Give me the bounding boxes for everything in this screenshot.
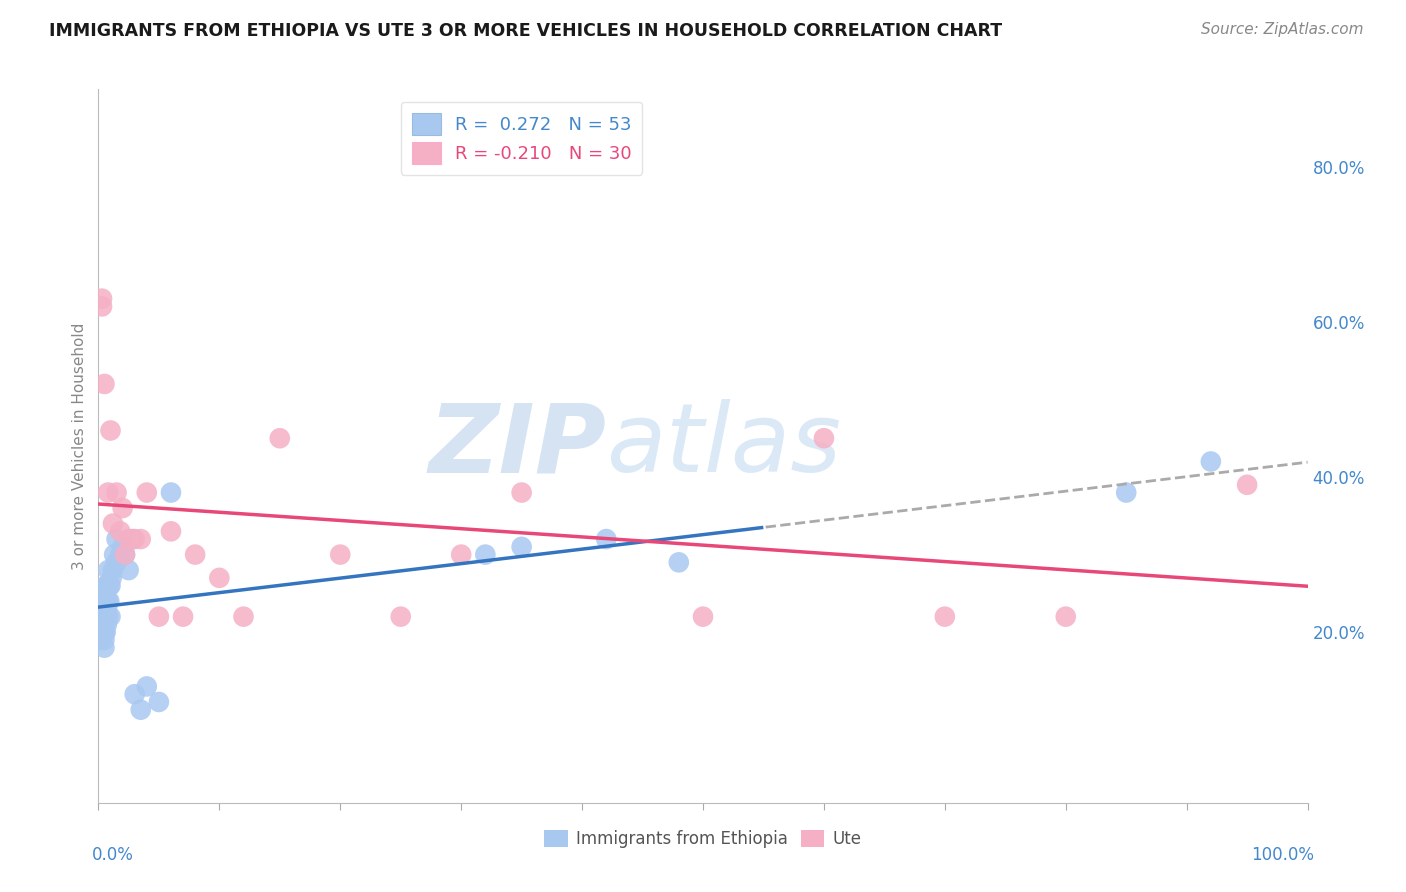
- Point: [105, 555, 128, 569]
- Point: [329, 548, 352, 562]
- Point: [91, 625, 114, 640]
- Point: [97, 609, 120, 624]
- Point: [91, 625, 114, 640]
- Point: [98, 594, 121, 608]
- Point: [148, 609, 170, 624]
- Point: [91, 602, 114, 616]
- Point: [184, 548, 207, 562]
- Point: [100, 579, 122, 593]
- Point: [160, 485, 183, 500]
- Point: [135, 680, 157, 694]
- Point: [124, 687, 146, 701]
- Point: [94, 594, 117, 608]
- Point: [108, 548, 131, 562]
- Point: [93, 625, 115, 640]
- Point: [129, 703, 152, 717]
- Point: [1054, 609, 1077, 624]
- Point: [97, 485, 120, 500]
- Point: [118, 563, 141, 577]
- Text: 100.0%: 100.0%: [1250, 846, 1313, 863]
- Point: [160, 524, 183, 539]
- Point: [97, 594, 120, 608]
- Point: [389, 609, 412, 624]
- Point: [100, 609, 122, 624]
- Point: [114, 548, 136, 562]
- Point: [105, 532, 128, 546]
- Point: [934, 609, 956, 624]
- Point: [118, 532, 141, 546]
- Point: [450, 548, 472, 562]
- Point: [108, 524, 131, 539]
- Point: [103, 548, 125, 562]
- Point: [105, 485, 128, 500]
- Point: [111, 540, 134, 554]
- Point: [90, 609, 112, 624]
- Point: [98, 579, 121, 593]
- Point: [91, 617, 114, 632]
- Y-axis label: 3 or more Vehicles in Household: 3 or more Vehicles in Household: [72, 322, 87, 570]
- Point: [208, 571, 231, 585]
- Point: [148, 695, 170, 709]
- Point: [510, 485, 533, 500]
- Point: [90, 594, 112, 608]
- Point: [813, 431, 835, 445]
- Point: [129, 532, 152, 546]
- Point: [100, 424, 122, 438]
- Point: [172, 609, 194, 624]
- Point: [93, 376, 115, 391]
- Point: [93, 632, 115, 647]
- Point: [89, 617, 111, 632]
- Text: atlas: atlas: [606, 400, 841, 492]
- Point: [1115, 485, 1137, 500]
- Point: [121, 532, 143, 546]
- Point: [101, 563, 124, 577]
- Point: [96, 579, 118, 593]
- Point: [94, 625, 117, 640]
- Point: [101, 516, 124, 531]
- Point: [93, 640, 115, 655]
- Text: IMMIGRANTS FROM ETHIOPIA VS UTE 3 OR MORE VEHICLES IN HOUSEHOLD CORRELATION CHAR: IMMIGRANTS FROM ETHIOPIA VS UTE 3 OR MOR…: [49, 22, 1002, 40]
- Point: [111, 501, 134, 516]
- Point: [97, 563, 120, 577]
- Point: [595, 532, 617, 546]
- Point: [91, 594, 114, 608]
- Point: [114, 548, 136, 562]
- Point: [668, 555, 690, 569]
- Point: [91, 299, 114, 313]
- Point: [94, 579, 117, 593]
- Point: [135, 485, 157, 500]
- Point: [93, 617, 115, 632]
- Text: 0.0%: 0.0%: [93, 846, 134, 863]
- Point: [89, 609, 111, 624]
- Point: [96, 617, 118, 632]
- Point: [510, 540, 533, 554]
- Point: [94, 609, 117, 624]
- Point: [1199, 454, 1222, 468]
- Point: [90, 632, 112, 647]
- Text: ZIP: ZIP: [429, 400, 606, 492]
- Point: [91, 602, 114, 616]
- Point: [93, 602, 115, 616]
- Point: [100, 571, 122, 585]
- Point: [232, 609, 254, 624]
- Point: [124, 532, 146, 546]
- Text: Source: ZipAtlas.com: Source: ZipAtlas.com: [1201, 22, 1364, 37]
- Point: [1236, 477, 1258, 491]
- Point: [91, 292, 114, 306]
- Legend: Immigrants from Ethiopia, Ute: Immigrants from Ethiopia, Ute: [537, 823, 869, 855]
- Point: [269, 431, 291, 445]
- Point: [96, 602, 118, 616]
- Point: [91, 586, 114, 600]
- Point: [91, 609, 114, 624]
- Point: [692, 609, 714, 624]
- Point: [474, 548, 496, 562]
